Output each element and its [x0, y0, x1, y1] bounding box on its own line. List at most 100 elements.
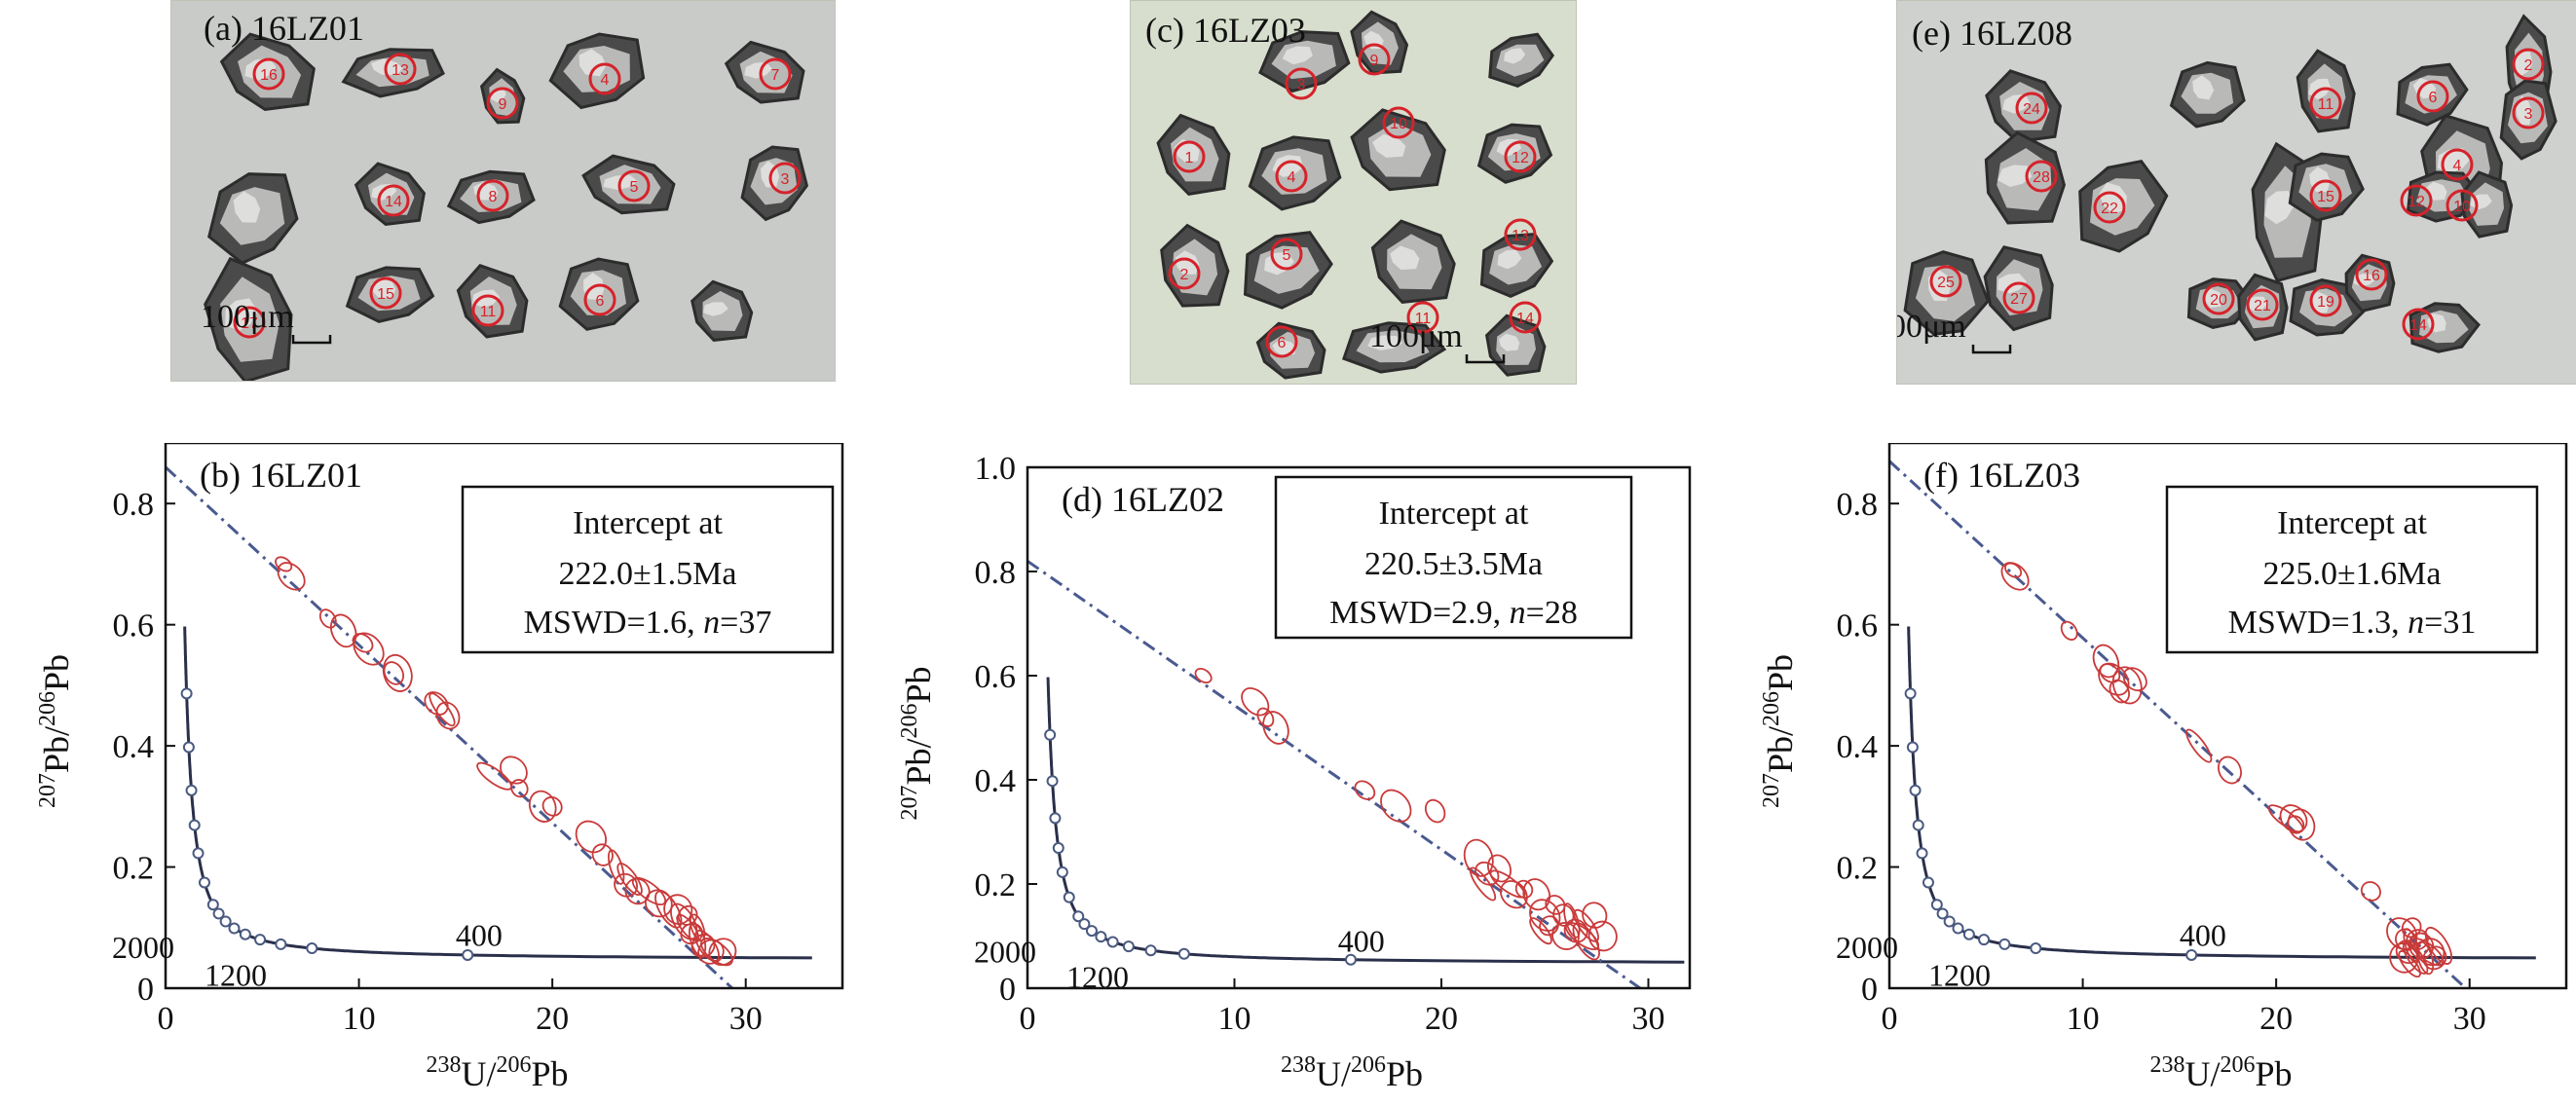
zircon-grain-highlight — [1497, 249, 1522, 270]
mswd-label: MSWD=2.9, n=28 — [1329, 595, 1578, 631]
analysis-spot — [1270, 238, 1303, 271]
concordia-age-marker — [1909, 784, 1922, 796]
concordia-age-marker — [254, 934, 267, 946]
data-ellipse — [2398, 950, 2421, 978]
spot-number: 22 — [2101, 201, 2118, 217]
concordia-age-marker — [1049, 812, 1062, 825]
analysis-spot — [1168, 257, 1201, 290]
spot-number: 7 — [771, 67, 780, 84]
analysis-spot — [2202, 282, 2235, 315]
concordia-age-label: 400 — [1338, 924, 1385, 959]
data-ellipse — [352, 633, 374, 653]
concordia-age-marker — [185, 784, 198, 796]
analysis-spot — [1265, 325, 1298, 358]
photo-a-svg: 16 13 9 4 7 14 8 5 3 17 15 11 6 (a) 16LZ01 100μm — [171, 1, 835, 381]
zircon-grain-highlight — [1927, 268, 1951, 302]
y-tick-label: 0.4 — [113, 729, 155, 765]
y-tick-label: 1.0 — [975, 451, 1017, 487]
data-ellipse — [2060, 620, 2078, 642]
chart-panel-f: 0 10 20 30 0 0.2 0.4 0.6 0.8 2000 1200 400 (f) 16LZ0… — [1763, 443, 2568, 1093]
photo-e-svg: 24 11 6 2 3 28 22 15 4 12 10 25 27 20 21 19 16 14 (e) 16LZ… — [1897, 1, 2576, 384]
zircon-grain-highlight — [2514, 51, 2533, 76]
analysis-spot — [759, 57, 792, 91]
data-ellipse — [1514, 879, 1534, 899]
spot-number: 11 — [2318, 96, 2334, 113]
x-axis-label: 238U/206Pb — [427, 1052, 569, 1093]
concordia-age-marker — [239, 928, 251, 940]
photo-panel-e: 24 11 6 2 3 28 22 15 4 12 10 25 27 20 21 19 16 14 (e) 16LZ… — [1896, 0, 2576, 385]
spot-number: 13 — [392, 62, 409, 79]
y-tick-label: 0.2 — [113, 851, 155, 887]
spot-number: 13 — [1512, 228, 1529, 244]
concordia-age-marker — [1052, 842, 1064, 855]
zircon-grain-highlight — [1504, 48, 1526, 64]
intercept-age: 222.0±1.5Ma — [559, 556, 737, 592]
zircon-grain-highlight — [1272, 155, 1304, 177]
data-ellipse — [2409, 938, 2445, 967]
concordia-age-label: 1200 — [1066, 959, 1129, 994]
x-tick-label: 30 — [1632, 1001, 1665, 1037]
analysis-spot — [2355, 258, 2388, 291]
spot-number: 1 — [1185, 150, 1194, 166]
data-ellipse — [2185, 728, 2213, 763]
data-ellipse — [607, 849, 625, 885]
analysis-spot — [486, 87, 519, 120]
intercept-label: Intercept at — [573, 505, 723, 541]
concordia-age-label: 1200 — [1928, 958, 1991, 993]
data-ellipse — [1587, 920, 1618, 952]
concordia-age-marker — [1912, 819, 1924, 831]
y-tick-label: 0.2 — [975, 867, 1017, 903]
plot-frame — [164, 443, 844, 990]
analysis-spot — [2445, 189, 2479, 222]
concordia-age-marker — [1936, 907, 1949, 920]
concordia-age-label: 400 — [2180, 917, 2226, 952]
data-ellipse — [275, 556, 293, 572]
photo-label: (e) 16LZ08 — [1912, 14, 2072, 53]
x-tick-label: 0 — [1882, 1001, 1898, 1037]
concordia-age-marker — [1044, 728, 1057, 741]
scale-bar-label: 100μm — [201, 299, 294, 335]
chart-title: (f) 16LZ03 — [1923, 456, 2080, 495]
concordia-age-marker — [198, 876, 210, 889]
discordia-line — [1027, 560, 1643, 988]
zircon-grain-highlight — [371, 277, 396, 298]
zircon-grain-highlight — [1997, 165, 2033, 187]
x-tick-label: 0 — [1020, 1001, 1036, 1037]
concordia-age-marker — [192, 847, 205, 860]
data-ellipse — [708, 938, 737, 967]
data-ellipse — [1572, 922, 1600, 961]
photo-panel-a: 16 13 9 4 7 14 8 5 3 17 15 11 6 (a) 16LZ01 100μm — [170, 0, 836, 382]
data-ellipse — [476, 761, 512, 791]
spot-number: 5 — [630, 179, 639, 196]
data-ellipse — [2360, 881, 2381, 902]
concordia-age-marker — [1922, 876, 1934, 889]
concordia-age-marker — [1978, 934, 1991, 946]
concordia-age-marker — [228, 922, 241, 935]
analysis-spot — [1509, 301, 1542, 334]
discordia-line — [1889, 460, 2468, 988]
data-ellipse — [591, 843, 614, 866]
zircon-grain-highlight — [2099, 182, 2127, 214]
zircon-grain-highlight — [2264, 191, 2295, 225]
spot-number: 14 — [2409, 317, 2427, 334]
concordia-age-marker — [1916, 847, 1928, 860]
analysis-spot — [2512, 48, 2545, 81]
analysis-spot — [2309, 284, 2342, 317]
analysis-spot — [1929, 265, 1962, 298]
concordia-age-marker — [1106, 936, 1119, 948]
discordia-line — [166, 465, 735, 988]
data-ellipse — [424, 691, 449, 716]
data-ellipse — [2424, 926, 2453, 965]
y-axis-label: 207Pb/206Pb — [1763, 654, 1800, 808]
concordia-age-marker — [1906, 741, 1919, 754]
analysis-spot — [2512, 96, 2545, 129]
scale-bar — [291, 335, 332, 345]
chart-title: (b) 16LZ01 — [200, 456, 362, 495]
zircon-grain-highlight — [1272, 339, 1296, 356]
x-tick-label: 30 — [729, 1001, 763, 1037]
y-tick-label: 0 — [1861, 972, 1878, 1008]
concordia-age-marker — [2030, 942, 2042, 955]
data-ellipse — [500, 755, 528, 785]
data-ellipse — [1380, 789, 1412, 823]
spot-number: 6 — [596, 293, 605, 310]
